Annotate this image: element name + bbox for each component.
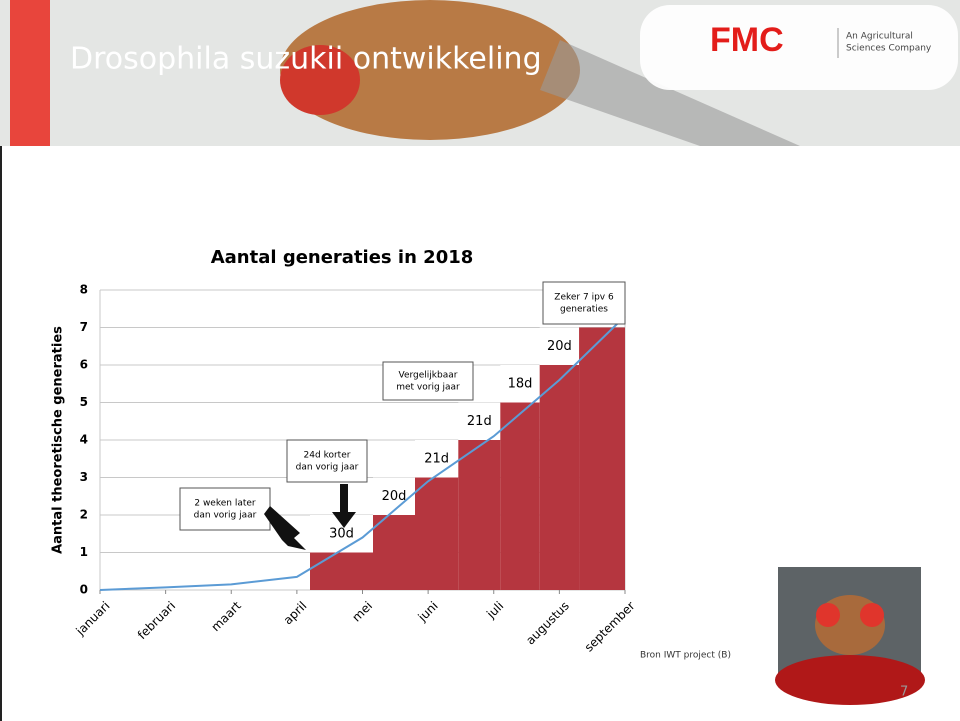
annotation: 2 weken later: [194, 499, 256, 509]
step-label: 18d: [508, 376, 533, 391]
step-label: 30d: [329, 526, 354, 541]
y-tick-label: 2: [80, 508, 88, 522]
annotation: Vergelijkbaar: [399, 371, 458, 381]
logo-tagline: An Agricultural: [846, 32, 913, 42]
y-tick-label: 3: [80, 470, 88, 484]
step-label: 21d: [467, 414, 492, 429]
annotation-box: [542, 281, 626, 325]
step-label-box: [415, 440, 459, 478]
y-tick-label: 7: [80, 320, 88, 334]
chart-title: Aantal generaties in 2018: [211, 247, 474, 268]
step: [500, 402, 540, 590]
annotation-box: [286, 439, 368, 483]
step: [579, 327, 625, 590]
annotation: dan vorig jaar: [194, 511, 257, 521]
logo-tagline: Sciences Company: [846, 44, 932, 54]
slide-title: Drosophila suzukii ontwikkeling: [70, 42, 542, 77]
step-label-box: [500, 365, 540, 403]
step: [310, 552, 373, 590]
step-label: 20d: [382, 489, 407, 504]
annotation-box: [179, 487, 271, 531]
fly-eye: [280, 45, 360, 115]
annotation: dan vorig jaar: [296, 463, 359, 473]
arrow: [332, 484, 356, 528]
step: [458, 440, 501, 590]
y-tick-label: 8: [80, 283, 88, 297]
annotation: 24d korter: [304, 451, 351, 461]
y-tick-label: 0: [80, 583, 88, 597]
page-number: 7: [900, 685, 908, 700]
y-axis-label: Aantal theoretische generaties: [51, 326, 66, 554]
annotation-box: [382, 361, 474, 401]
step-label: 20d: [547, 339, 572, 354]
fly-wing: [540, 40, 800, 146]
source: Bron IWT project (B): [640, 651, 731, 661]
annotation: generaties: [560, 305, 608, 315]
accent-bar: [10, 0, 50, 146]
logo-box: [640, 5, 958, 90]
step: [373, 515, 415, 590]
step-label: 21d: [424, 451, 449, 466]
photo-fruit: [775, 655, 925, 705]
arrow: [264, 506, 306, 550]
fly-body: [280, 0, 580, 140]
step: [415, 477, 459, 590]
y-tick-label: 4: [80, 433, 88, 447]
step-label-box: [458, 402, 501, 440]
step-label-box: [373, 477, 415, 515]
photo-eye: [860, 603, 884, 627]
photo-eye: [816, 603, 840, 627]
y-tick-label: 1: [80, 545, 88, 559]
y-tick-label: 6: [80, 358, 88, 372]
logo: FMC: [710, 21, 784, 59]
annotation: met vorig jaar: [396, 383, 460, 393]
line: [99, 315, 626, 591]
step-label-box: [539, 327, 580, 365]
annotation: Zeker 7 ipv 6: [554, 293, 614, 303]
step: [539, 365, 580, 590]
y-tick-label: 5: [80, 395, 88, 409]
